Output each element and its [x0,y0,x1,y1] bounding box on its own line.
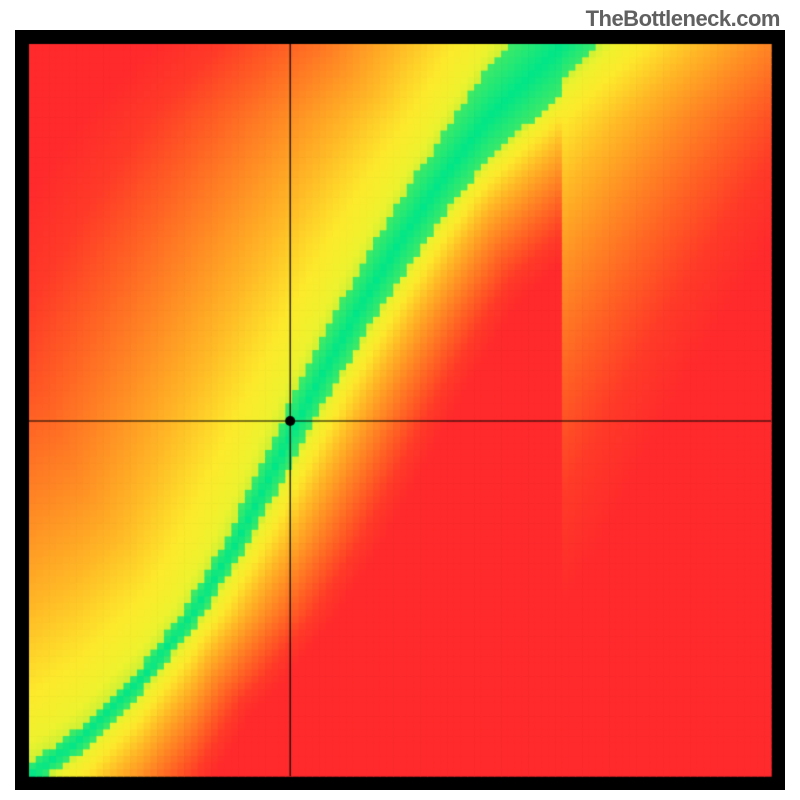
watermark-text: TheBottleneck.com [586,6,780,32]
chart-container: TheBottleneck.com [0,0,800,800]
bottleneck-heatmap [15,30,785,790]
